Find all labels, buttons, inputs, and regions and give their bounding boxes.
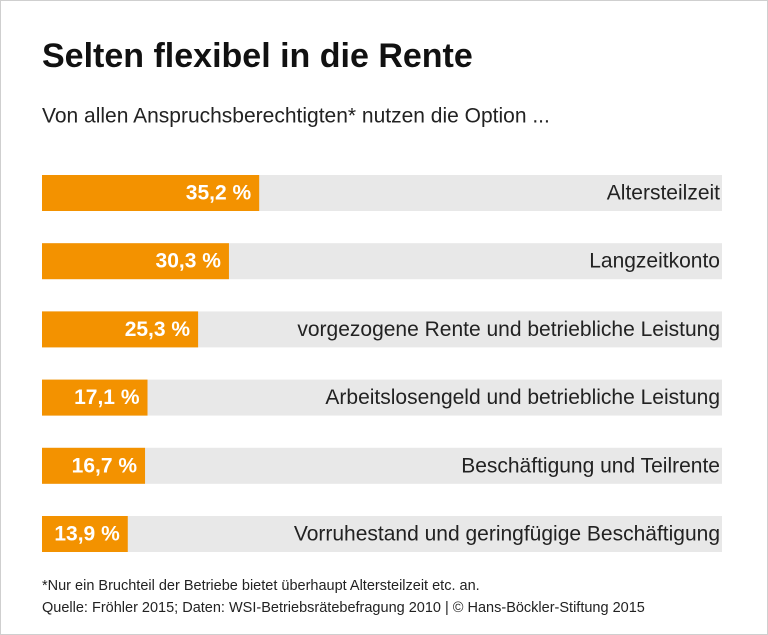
category-label: Beschäftigung und Teilrente xyxy=(461,454,720,477)
bar xyxy=(42,175,260,211)
bar xyxy=(42,516,128,552)
value-label: 17,1 % xyxy=(74,386,140,409)
category-label: Arbeitslosengeld und betriebliche Leistu… xyxy=(325,386,720,409)
footnote: *Nur ein Bruchteil der Betriebe bietet ü… xyxy=(42,578,480,594)
value-label: 30,3 % xyxy=(156,250,222,273)
value-label: 16,7 % xyxy=(72,454,138,477)
category-label: Altersteilzeit xyxy=(607,182,720,205)
bar xyxy=(42,379,148,416)
bar-track xyxy=(42,447,722,484)
source: Quelle: Fröhler 2015; Daten: WSI-Betrieb… xyxy=(42,600,645,616)
bar xyxy=(42,311,199,348)
bar-track xyxy=(42,516,722,552)
category-label: Langzeitkonto xyxy=(589,250,720,273)
chart-title: Selten flexibel in die Rente xyxy=(42,37,473,75)
category-label: vorgezogene Rente und betriebliche Leist… xyxy=(297,318,720,341)
bar xyxy=(42,243,229,280)
value-label: 13,9 % xyxy=(54,523,120,546)
category-label: Vorruhestand und geringfügige Beschäftig… xyxy=(294,523,720,546)
bar-track xyxy=(42,379,722,416)
bar xyxy=(42,447,146,484)
chart-subtitle: Von allen Anspruchsberechtigten* nutzen … xyxy=(42,105,550,128)
value-label: 25,3 % xyxy=(125,318,191,341)
value-label: 35,2 % xyxy=(186,182,252,205)
